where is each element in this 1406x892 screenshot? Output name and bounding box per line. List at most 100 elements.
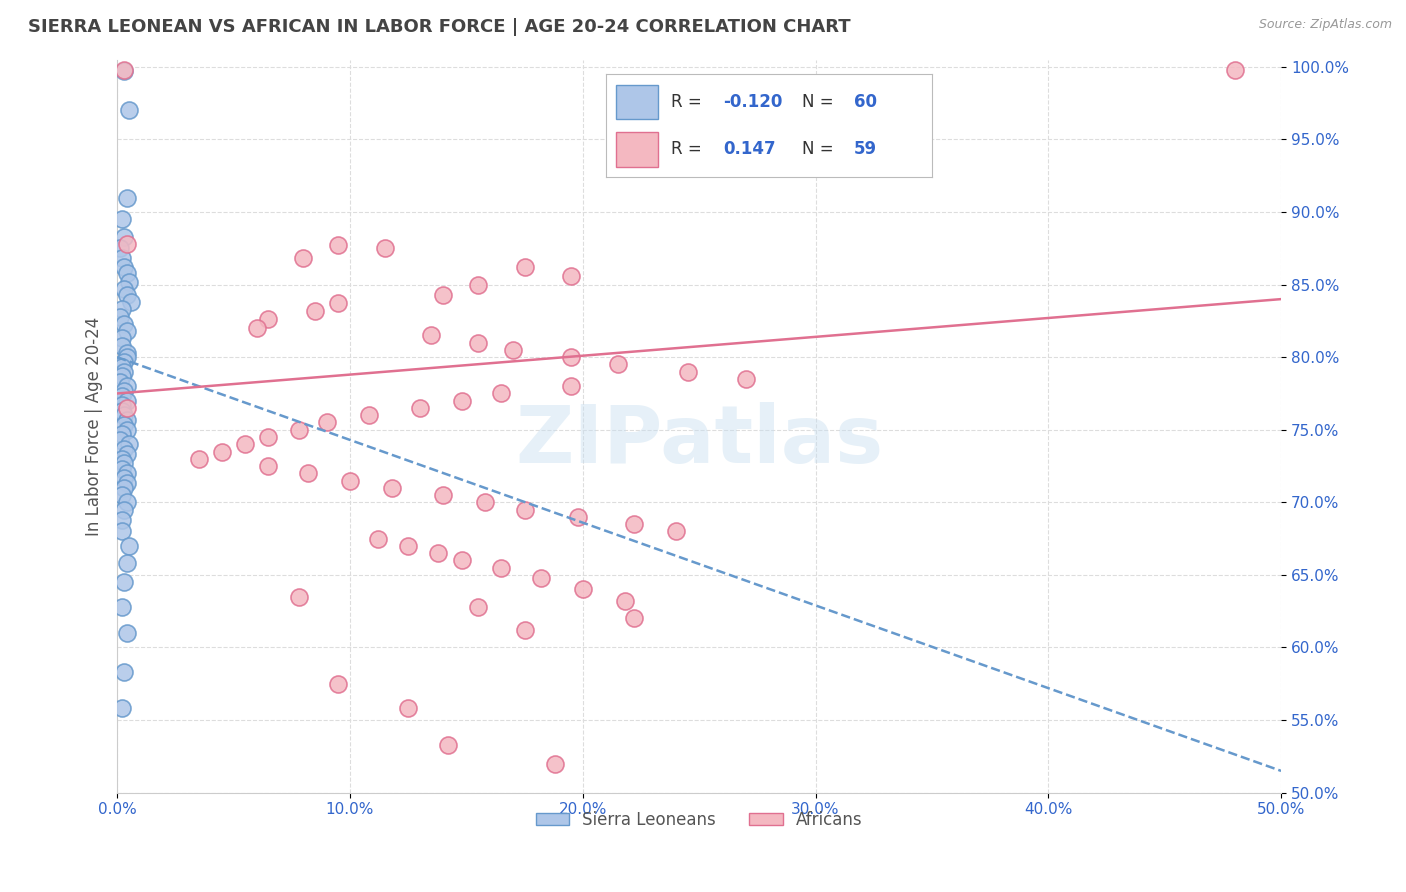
Point	[108, 241, 131, 255]
Point	[665, 524, 688, 539]
Point	[297, 467, 319, 481]
Point	[111, 302, 134, 317]
Point	[513, 623, 536, 637]
Point	[115, 324, 138, 338]
Point	[118, 275, 141, 289]
Point	[450, 553, 472, 567]
Text: ZIPatlas: ZIPatlas	[515, 401, 883, 480]
Y-axis label: In Labor Force | Age 20-24: In Labor Force | Age 20-24	[86, 317, 103, 536]
Point	[111, 360, 134, 375]
Point	[111, 451, 134, 466]
Point	[115, 266, 138, 280]
Point	[367, 532, 389, 546]
Point	[108, 375, 131, 389]
Point	[287, 423, 309, 437]
Point	[112, 456, 135, 470]
Point	[233, 437, 256, 451]
Point	[560, 379, 582, 393]
Point	[420, 328, 443, 343]
Point	[467, 599, 489, 614]
Point	[112, 229, 135, 244]
Point	[467, 335, 489, 350]
Point	[111, 331, 134, 345]
Point	[623, 611, 645, 625]
Point	[315, 416, 337, 430]
Point	[115, 557, 138, 571]
Point	[112, 282, 135, 296]
Point	[115, 447, 138, 461]
Point	[112, 418, 135, 433]
Point	[111, 212, 134, 227]
Point	[432, 488, 454, 502]
Point	[108, 433, 131, 447]
Point	[606, 358, 628, 372]
Point	[491, 560, 513, 574]
Point	[544, 756, 567, 771]
Point	[328, 296, 350, 310]
Point	[246, 321, 269, 335]
Legend: Sierra Leoneans, Africans: Sierra Leoneans, Africans	[529, 805, 869, 836]
Point	[623, 517, 645, 532]
Point	[513, 260, 536, 275]
Point	[436, 738, 458, 752]
Point	[112, 62, 135, 77]
Point	[115, 495, 138, 509]
Point	[257, 312, 280, 326]
Point	[112, 575, 135, 590]
Point	[613, 594, 636, 608]
Point	[111, 488, 134, 502]
Point	[112, 354, 135, 368]
Point	[467, 277, 489, 292]
Text: Source: ZipAtlas.com: Source: ZipAtlas.com	[1258, 18, 1392, 31]
Point	[357, 409, 380, 423]
Point	[292, 252, 315, 266]
Point	[257, 430, 280, 444]
Point	[112, 470, 135, 484]
Point	[120, 295, 142, 310]
Point	[115, 423, 138, 437]
Point	[427, 546, 450, 560]
Point	[112, 384, 135, 398]
Point	[111, 389, 134, 403]
Point	[112, 665, 135, 680]
Point	[115, 467, 138, 481]
Point	[1223, 62, 1246, 77]
Point	[491, 386, 513, 401]
Point	[115, 346, 138, 360]
Point	[396, 539, 419, 553]
Point	[381, 481, 404, 495]
Point	[115, 287, 138, 301]
Point	[450, 393, 472, 408]
Text: SIERRA LEONEAN VS AFRICAN IN LABOR FORCE | AGE 20-24 CORRELATION CHART: SIERRA LEONEAN VS AFRICAN IN LABOR FORCE…	[28, 18, 851, 36]
Point	[115, 379, 138, 393]
Point	[112, 64, 135, 78]
Point	[187, 451, 209, 466]
Point	[118, 539, 141, 553]
Point	[112, 502, 135, 516]
Point	[112, 365, 135, 379]
Point	[115, 626, 138, 640]
Point	[112, 260, 135, 275]
Point	[571, 582, 593, 597]
Point	[474, 495, 496, 509]
Point	[734, 372, 756, 386]
Point	[339, 474, 361, 488]
Point	[111, 599, 134, 614]
Point	[409, 401, 432, 415]
Point	[111, 369, 134, 384]
Point	[530, 571, 553, 585]
Point	[287, 590, 309, 604]
Point	[211, 444, 233, 458]
Point	[111, 398, 134, 412]
Point	[111, 701, 134, 715]
Point	[115, 412, 138, 426]
Point	[513, 502, 536, 516]
Point	[108, 310, 131, 324]
Point	[111, 513, 134, 527]
Point	[115, 393, 138, 408]
Point	[560, 350, 582, 364]
Point	[115, 236, 138, 251]
Point	[111, 427, 134, 442]
Point	[111, 462, 134, 476]
Point	[115, 476, 138, 491]
